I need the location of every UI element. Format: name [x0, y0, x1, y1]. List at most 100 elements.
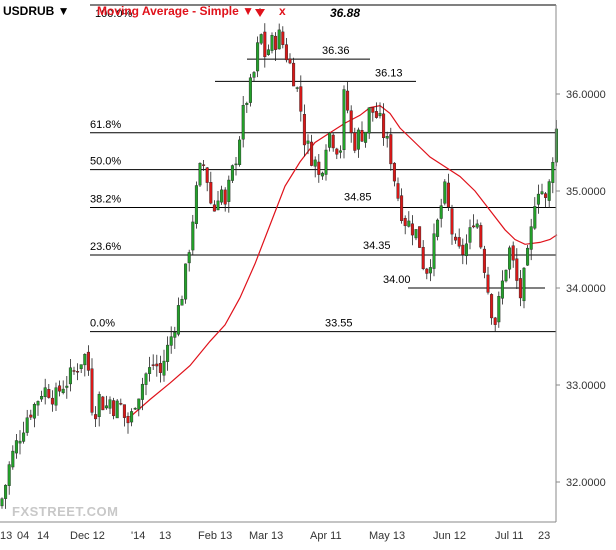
bear-candle: [47, 389, 51, 398]
bull-candle: [36, 401, 40, 406]
price-tick-label: 36.0000: [566, 89, 606, 101]
price-tick-label: 33.0000: [566, 380, 606, 392]
bull-candle: [245, 103, 249, 105]
bull-candle: [551, 162, 555, 183]
bear-candle: [446, 182, 450, 208]
bull-candle: [104, 405, 108, 409]
bull-candle: [169, 336, 173, 346]
bull-candle: [115, 400, 119, 419]
bear-candle: [425, 268, 429, 274]
bull-candle: [137, 398, 141, 410]
bear-candle: [493, 317, 497, 325]
bear-candle: [292, 62, 296, 87]
price-level-label: 36.36: [322, 45, 350, 57]
bull-candle: [252, 72, 256, 78]
peak-value-label: 36.88: [330, 6, 361, 20]
bear-candle: [212, 204, 216, 212]
time-tick-label: Jun 12: [433, 530, 466, 542]
fibonacci-label: 0.0%: [90, 318, 115, 330]
fibonacci-label: 50.0%: [90, 156, 121, 168]
bear-candle: [360, 129, 364, 142]
bull-candle: [173, 332, 177, 338]
bull-candle: [184, 263, 188, 300]
bear-candle: [317, 161, 321, 175]
bear-candle: [335, 148, 339, 155]
bull-candle: [338, 150, 342, 153]
bear-candle: [392, 162, 396, 182]
bull-candle: [40, 396, 44, 400]
time-axis: 13 04 14 Dec 12 '14 13 Feb 13 Mar 13 Apr 11 May 1…: [0, 521, 556, 542]
bear-candle: [302, 114, 306, 146]
bull-candle: [238, 139, 242, 165]
time-tick-label: 04: [17, 530, 29, 542]
bear-candle: [400, 195, 404, 221]
moving-average-layer: [129, 104, 558, 418]
bull-candle: [266, 49, 270, 55]
bull-candle: [25, 417, 29, 433]
bull-candle: [191, 221, 195, 251]
price-level-label: 34.00: [383, 274, 411, 286]
time-tick-label: 13: [0, 530, 12, 542]
peak-marker-icon: [255, 9, 265, 17]
bull-candle: [533, 206, 537, 229]
bear-candle: [94, 414, 98, 420]
bull-candle: [7, 464, 11, 486]
bear-candle: [112, 400, 116, 417]
moving-average-indicator-label[interactable]: Moving Average - Simple ▼: [97, 4, 255, 18]
bear-candle: [454, 236, 458, 241]
bear-candle: [205, 167, 209, 183]
time-tick-label: 14: [37, 530, 49, 542]
bull-candle: [328, 132, 332, 148]
bear-candle: [86, 351, 90, 371]
price-level-label: 36.13: [375, 67, 403, 79]
bull-candle: [468, 227, 472, 243]
bear-candle: [511, 245, 515, 261]
bull-candle: [342, 89, 346, 150]
fibonacci-label: 23.6%: [90, 241, 121, 253]
bear-candle: [281, 31, 285, 45]
time-tick-label: '14: [131, 530, 145, 542]
price-level-label: 34.85: [344, 192, 372, 204]
moving-average-line: [129, 104, 558, 418]
fibonacci-label: 61.8%: [90, 119, 121, 131]
bull-candle: [79, 364, 83, 370]
bull-candle: [166, 344, 170, 362]
bull-candle: [407, 220, 411, 227]
bull-candle: [32, 404, 36, 419]
bull-candle: [464, 243, 468, 257]
time-tick-label: Apr 11: [310, 530, 342, 542]
bull-candle: [259, 34, 263, 44]
time-tick-label: 13: [159, 530, 171, 542]
bull-candle: [180, 299, 184, 306]
bull-candle: [522, 267, 526, 302]
bear-candle: [421, 246, 425, 270]
time-tick-label: May 13: [369, 530, 405, 542]
bull-candle: [65, 385, 69, 388]
level-labels: 100.0% 61.8% 50.0% 38.2% 23.6% 0.0% 36.36 36.13…: [90, 8, 411, 330]
bull-candle: [504, 269, 508, 282]
bull-candle: [176, 305, 180, 335]
bull-candle: [140, 383, 144, 400]
bear-candle: [29, 414, 33, 418]
bear-candle: [202, 164, 206, 166]
bull-candle: [443, 181, 447, 204]
close-indicator-icon[interactable]: x: [279, 4, 286, 18]
bear-candle: [374, 111, 378, 118]
bear-candle: [382, 113, 386, 139]
bull-candle: [500, 280, 504, 299]
bear-candle: [72, 370, 76, 372]
bull-candle: [324, 149, 328, 175]
bull-candle: [356, 129, 360, 150]
bear-candle: [209, 182, 213, 204]
bear-candle: [223, 189, 227, 205]
bull-candle: [22, 432, 26, 442]
bear-candle: [76, 371, 80, 373]
instrument-symbol[interactable]: USDRUB ▼: [3, 4, 70, 18]
bear-candle: [389, 134, 393, 165]
bear-candle: [155, 363, 159, 367]
bull-candle: [364, 131, 368, 143]
bull-candle: [133, 407, 137, 410]
bull-candle: [18, 440, 22, 444]
bull-candle: [428, 267, 432, 274]
